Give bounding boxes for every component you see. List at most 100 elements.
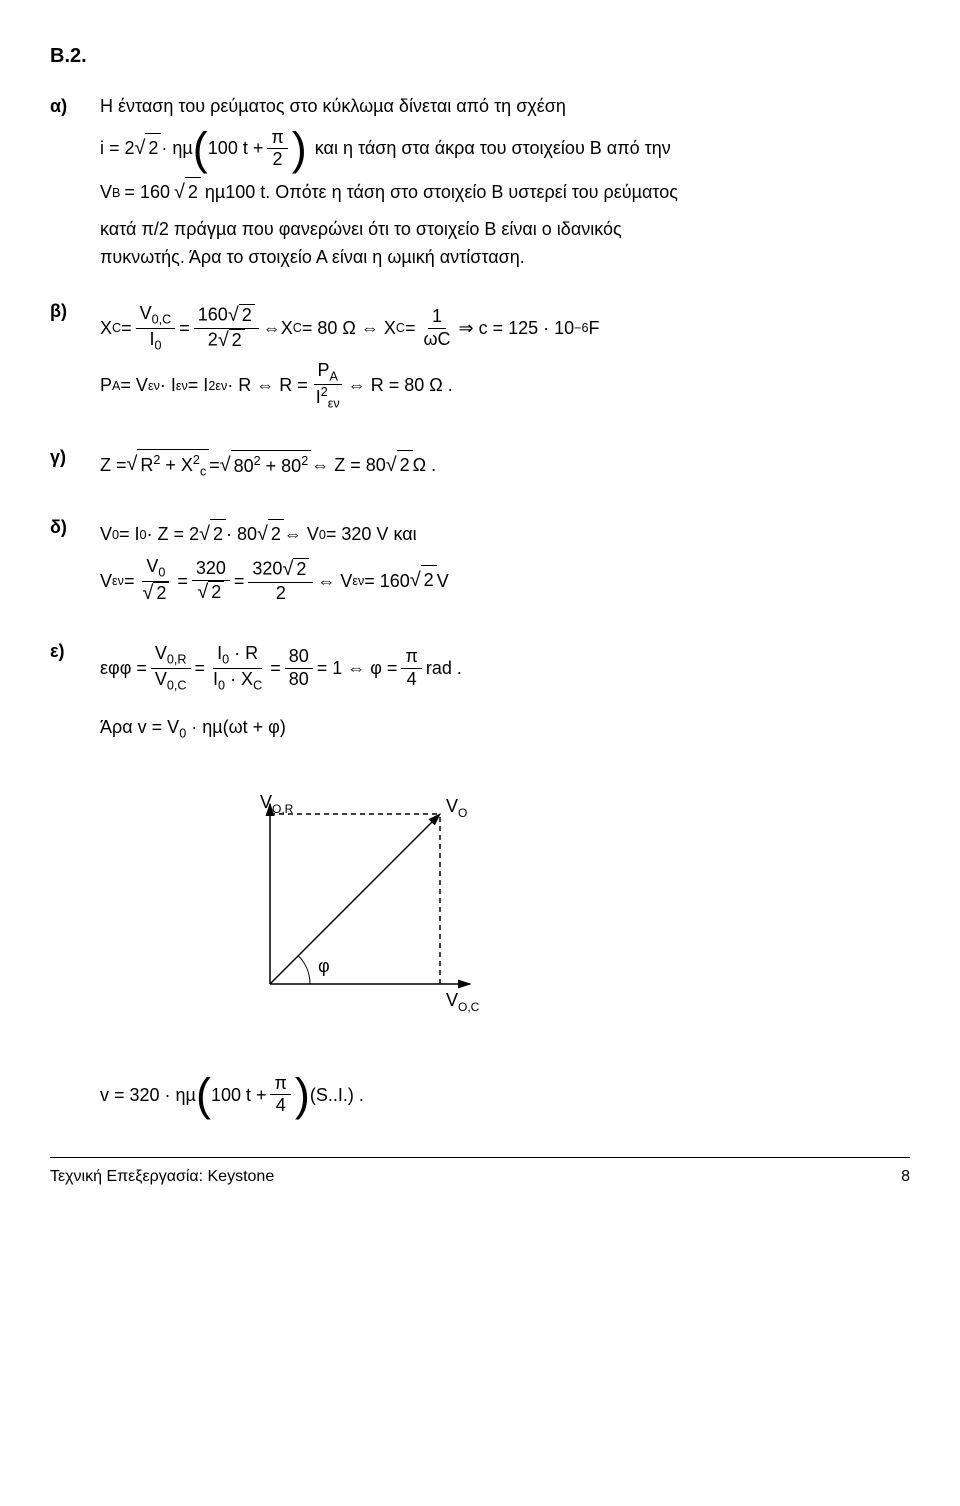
subscript: A xyxy=(112,376,120,396)
numerator: 1 xyxy=(428,306,446,329)
eq-vb: VB = 160 2 ηµ100 t . Οπότε η τάση στο στ… xyxy=(100,177,910,209)
text: = xyxy=(179,314,190,343)
text: 2 xyxy=(421,565,437,597)
text: ⇔ V xyxy=(317,567,352,596)
text: 80 xyxy=(234,456,254,476)
text: εφφ = xyxy=(100,654,147,683)
part-a-label: α) xyxy=(50,92,100,272)
denominator: V0,C xyxy=(151,669,191,694)
page-footer: Τεχνική Επεξεργασία: Keystone 8 xyxy=(50,1157,910,1190)
paren-open-icon: ( xyxy=(196,1077,211,1113)
paren-open-icon: ( xyxy=(193,131,208,167)
text: V xyxy=(100,178,112,207)
numerator: V0,C xyxy=(136,303,176,329)
numerator: 320 xyxy=(192,558,230,581)
part-c-label: γ) xyxy=(50,443,100,488)
text: V xyxy=(155,643,167,663)
text: V xyxy=(146,556,158,576)
subscript: εν xyxy=(352,571,364,591)
text: 2 xyxy=(145,133,161,165)
superscript: 2 xyxy=(193,453,200,467)
text: = I xyxy=(188,371,209,400)
part-a-line3: κατά π/2 πράγµα που φανερώνει ότι το στο… xyxy=(100,215,910,244)
denominator: I0 xyxy=(145,329,165,354)
subscript: 0 xyxy=(112,525,119,545)
footer-page-number: 8 xyxy=(901,1164,910,1190)
numerator: V0,R xyxy=(151,643,191,669)
svg-text:VO,C: VO,C xyxy=(446,990,480,1014)
svg-text:φ: φ xyxy=(318,956,330,976)
text: 2 xyxy=(153,582,169,606)
eq-i: i = 2 2 · ηµ ( 100 t + π 2 ) και η τάση … xyxy=(100,127,910,171)
text: · ηµ(ωt + φ) xyxy=(186,717,286,737)
subscript: εν xyxy=(176,376,188,396)
sqrt-icon: 2 xyxy=(410,565,437,597)
numerator: I0 · R xyxy=(213,643,262,669)
text: R xyxy=(140,455,153,475)
numerator: π xyxy=(267,127,287,150)
part-c: γ) Z = R2 + X2c = 802 + 802 ⇔ Z = 80 2 Ω… xyxy=(50,443,910,488)
sqrt-icon: 2 xyxy=(282,558,309,582)
text: Ω . xyxy=(413,451,436,480)
subscript: C xyxy=(112,318,121,338)
text: ⇒ c = 125 · 10 xyxy=(459,314,575,343)
eq-eff: εφφ = V0,R V0,C = I0 · R I0 · XC = 80 80… xyxy=(100,643,910,693)
text: P xyxy=(100,371,112,400)
numerator: 3202 xyxy=(248,558,313,583)
text: = xyxy=(177,567,188,596)
text: · 80 xyxy=(226,520,257,549)
text: 2 xyxy=(210,519,226,551)
text: = I xyxy=(119,520,140,549)
superscript: 2 xyxy=(321,385,328,399)
text: P xyxy=(318,360,330,380)
footer-left: Τεχνική Επεξεργασία: Keystone xyxy=(50,1164,274,1190)
text: = 160 xyxy=(124,178,170,207)
text: = 80 Ω ⇔ X xyxy=(302,314,396,343)
superscript: −6 xyxy=(574,318,588,338)
eq-ara: Άρα v = V0 · ηµ(ωt + φ) xyxy=(100,713,910,744)
fraction: PA I2εν xyxy=(312,360,344,412)
text: Άρα v = V xyxy=(100,717,179,737)
text: = xyxy=(405,314,416,343)
eq-v0: V0 = I0 · Z = 2 2 · 80 2 ⇔ V0 = 320 V κα… xyxy=(100,519,910,551)
part-e-label: ε) xyxy=(50,637,100,744)
text: 802 + 802 xyxy=(231,450,312,482)
numerator: PA xyxy=(314,360,342,386)
sqrt-icon: 2 xyxy=(199,519,226,551)
text: = xyxy=(195,654,206,683)
text: · Z = 2 xyxy=(147,520,200,549)
part-a-line4: πυκνωτής. Άρα το στοιχείο Α είναι η ωµικ… xyxy=(100,243,910,272)
fraction: π 4 xyxy=(270,1073,290,1117)
text: ⇔ xyxy=(263,314,281,343)
subscript: εν xyxy=(112,571,124,591)
denominator: ωC xyxy=(419,329,454,351)
subscript: 0 xyxy=(140,525,147,545)
eq-final: v = 320 · ηµ ( 100 t + π 4 ) (S..I.) . xyxy=(100,1073,910,1117)
text: = V xyxy=(120,371,148,400)
text: 320 xyxy=(252,559,282,579)
part-b-body: XC = V0,C I0 = 1602 22 ⇔ XC = 80 Ω ⇔ XC … xyxy=(100,297,910,418)
fraction: 80 80 xyxy=(285,646,313,690)
text: V xyxy=(155,669,167,689)
fraction: I0 · R I0 · XC xyxy=(209,643,266,693)
text: 160 xyxy=(198,305,228,325)
sqrt-icon: 2 xyxy=(386,450,413,482)
denominator: 2 xyxy=(272,583,290,605)
part-a: α) Η ένταση του ρεύµατος στο κύκλωµα δίν… xyxy=(50,92,910,272)
section-heading: Β.2. xyxy=(50,40,910,72)
fraction: π 4 xyxy=(401,646,421,690)
text: 2 xyxy=(397,450,413,482)
paren-close-icon: ) xyxy=(295,1077,310,1113)
paren-close-icon: ) xyxy=(292,131,307,167)
text: = 1 ⇔ φ = xyxy=(317,654,398,683)
part-a-body: Η ένταση του ρεύµατος στο κύκλωµα δίνετα… xyxy=(100,92,910,272)
fraction: V0,C I0 xyxy=(136,303,176,353)
subscript: c xyxy=(200,465,206,479)
phasor-diagram: VO,RVOφVO,C xyxy=(230,774,910,1043)
denominator: 4 xyxy=(272,1095,290,1117)
sqrt-icon: 2 xyxy=(142,582,169,606)
numerator: π xyxy=(401,646,421,669)
fraction: 1 ωC xyxy=(419,306,454,350)
text: V xyxy=(100,520,112,549)
subscript: 0 xyxy=(319,525,326,545)
